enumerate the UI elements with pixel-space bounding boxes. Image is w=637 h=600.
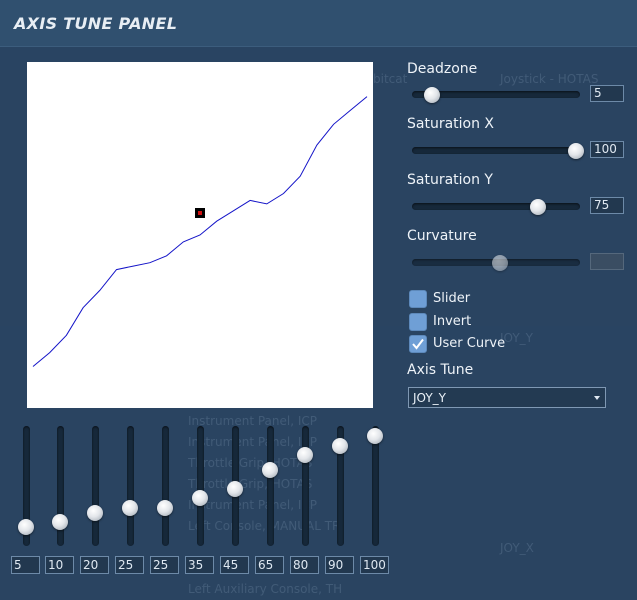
axis-tune-label: Axis Tune bbox=[407, 362, 474, 378]
curve-point-slider-track-2[interactable] bbox=[57, 426, 64, 546]
curve-point-slider-track-8[interactable] bbox=[267, 426, 274, 546]
user-curve-checkbox[interactable] bbox=[409, 335, 427, 353]
curvature-slider-thumb[interactable] bbox=[492, 255, 508, 271]
curve-point-value-field-3[interactable]: 20 bbox=[80, 556, 109, 574]
background-text: Instrument Panel, ICP bbox=[188, 498, 317, 512]
curve-point-value-field-10[interactable]: 90 bbox=[325, 556, 354, 574]
curve-point-value-field-2[interactable]: 10 bbox=[45, 556, 74, 574]
saturation-y-slider-track[interactable] bbox=[412, 203, 580, 210]
curve-preview-chart bbox=[32, 96, 368, 367]
response-curve-line bbox=[32, 96, 368, 367]
current-position-marker-dot bbox=[198, 211, 202, 215]
slider-checkbox[interactable] bbox=[409, 290, 427, 308]
saturation-x-value-field[interactable]: 100 bbox=[590, 141, 624, 158]
curve-point-slider-thumb-2[interactable] bbox=[52, 514, 68, 531]
background-text: Instrument Panel, ICP bbox=[188, 435, 317, 449]
background-text: Left Console, MANUAL TR bbox=[188, 519, 341, 533]
curve-point-value-field-4[interactable]: 25 bbox=[115, 556, 144, 574]
background-text: Throttle Grip, HOTAS bbox=[188, 456, 313, 470]
curve-point-slider-thumb-3[interactable] bbox=[87, 504, 103, 521]
deadzone-label: Deadzone bbox=[407, 61, 478, 77]
curve-point-value-field-5[interactable]: 25 bbox=[150, 556, 179, 574]
curve-point-slider-thumb-11[interactable] bbox=[367, 428, 383, 444]
curve-point-slider-track-4[interactable] bbox=[127, 426, 134, 546]
checkmark-icon bbox=[412, 338, 424, 350]
curve-point-slider-thumb-5[interactable] bbox=[157, 500, 173, 516]
curve-point-value-field-7[interactable]: 45 bbox=[220, 556, 249, 574]
curve-point-value-field-11[interactable]: 100 bbox=[360, 556, 389, 574]
curve-point-slider-track-3[interactable] bbox=[92, 426, 99, 546]
saturation-x-slider-thumb[interactable] bbox=[568, 143, 584, 159]
background-text: bitcat bbox=[373, 72, 408, 86]
background-text: Throttle Grip, HOTAS bbox=[188, 477, 313, 491]
curvature-value-field[interactable] bbox=[590, 253, 624, 270]
curve-point-slider-track-11[interactable] bbox=[372, 426, 379, 546]
title-bar[interactable]: AXIS TUNE PANEL bbox=[0, 0, 637, 47]
curve-point-slider-track-10[interactable] bbox=[337, 426, 344, 546]
invert-checkbox-label: Invert bbox=[433, 314, 472, 329]
curve-point-slider-thumb-9[interactable] bbox=[297, 447, 313, 464]
user-curve-checkbox-label: User Curve bbox=[433, 336, 506, 351]
curve-point-slider-thumb-6[interactable] bbox=[192, 490, 208, 507]
background-text: Instrument Panel, ICP bbox=[188, 414, 317, 428]
background-text: Left Auxiliary Console, TH bbox=[188, 582, 343, 596]
deadzone-slider-track[interactable] bbox=[412, 91, 580, 98]
curve-point-slider-track-5[interactable] bbox=[162, 426, 169, 546]
deadzone-value-field[interactable]: 5 bbox=[590, 85, 624, 102]
background-text: Joystick - HOTAS bbox=[500, 72, 599, 86]
curve-point-slider-thumb-1[interactable] bbox=[18, 519, 34, 536]
window-title: AXIS TUNE PANEL bbox=[14, 14, 178, 33]
invert-checkbox[interactable] bbox=[409, 313, 427, 331]
slider-checkbox-label: Slider bbox=[433, 291, 471, 306]
deadzone-slider-thumb[interactable] bbox=[423, 87, 440, 103]
curve-point-value-field-6[interactable]: 35 bbox=[185, 556, 214, 574]
background-text: JOY_X bbox=[500, 541, 534, 555]
curve-point-value-field-1[interactable]: 5 bbox=[11, 556, 40, 574]
axis-tune-selected: JOY_Y bbox=[413, 391, 446, 405]
curve-point-value-field-8[interactable]: 65 bbox=[255, 556, 284, 574]
curve-point-slider-thumb-10[interactable] bbox=[332, 437, 348, 454]
curve-point-slider-thumb-7[interactable] bbox=[227, 480, 243, 497]
saturation-y-slider-thumb[interactable] bbox=[530, 199, 546, 215]
curvature-label: Curvature bbox=[407, 228, 477, 244]
saturation-y-value-field[interactable]: 75 bbox=[590, 197, 624, 214]
saturation-x-label: Saturation X bbox=[407, 116, 495, 132]
curve-point-slider-track-6[interactable] bbox=[197, 426, 204, 546]
background-text: JOY_Y bbox=[500, 331, 533, 345]
axis-tune-dropdown[interactable]: JOY_Y bbox=[408, 387, 606, 408]
curve-point-slider-thumb-4[interactable] bbox=[122, 500, 138, 516]
curve-preview bbox=[27, 62, 373, 408]
saturation-x-slider-track[interactable] bbox=[412, 147, 580, 154]
curve-point-slider-track-1[interactable] bbox=[23, 426, 30, 546]
curve-point-value-field-9[interactable]: 80 bbox=[290, 556, 319, 574]
curve-point-slider-track-9[interactable] bbox=[302, 426, 309, 546]
curve-point-slider-thumb-8[interactable] bbox=[262, 461, 278, 478]
saturation-y-label: Saturation Y bbox=[407, 172, 493, 188]
chevron-down-icon bbox=[594, 396, 600, 400]
